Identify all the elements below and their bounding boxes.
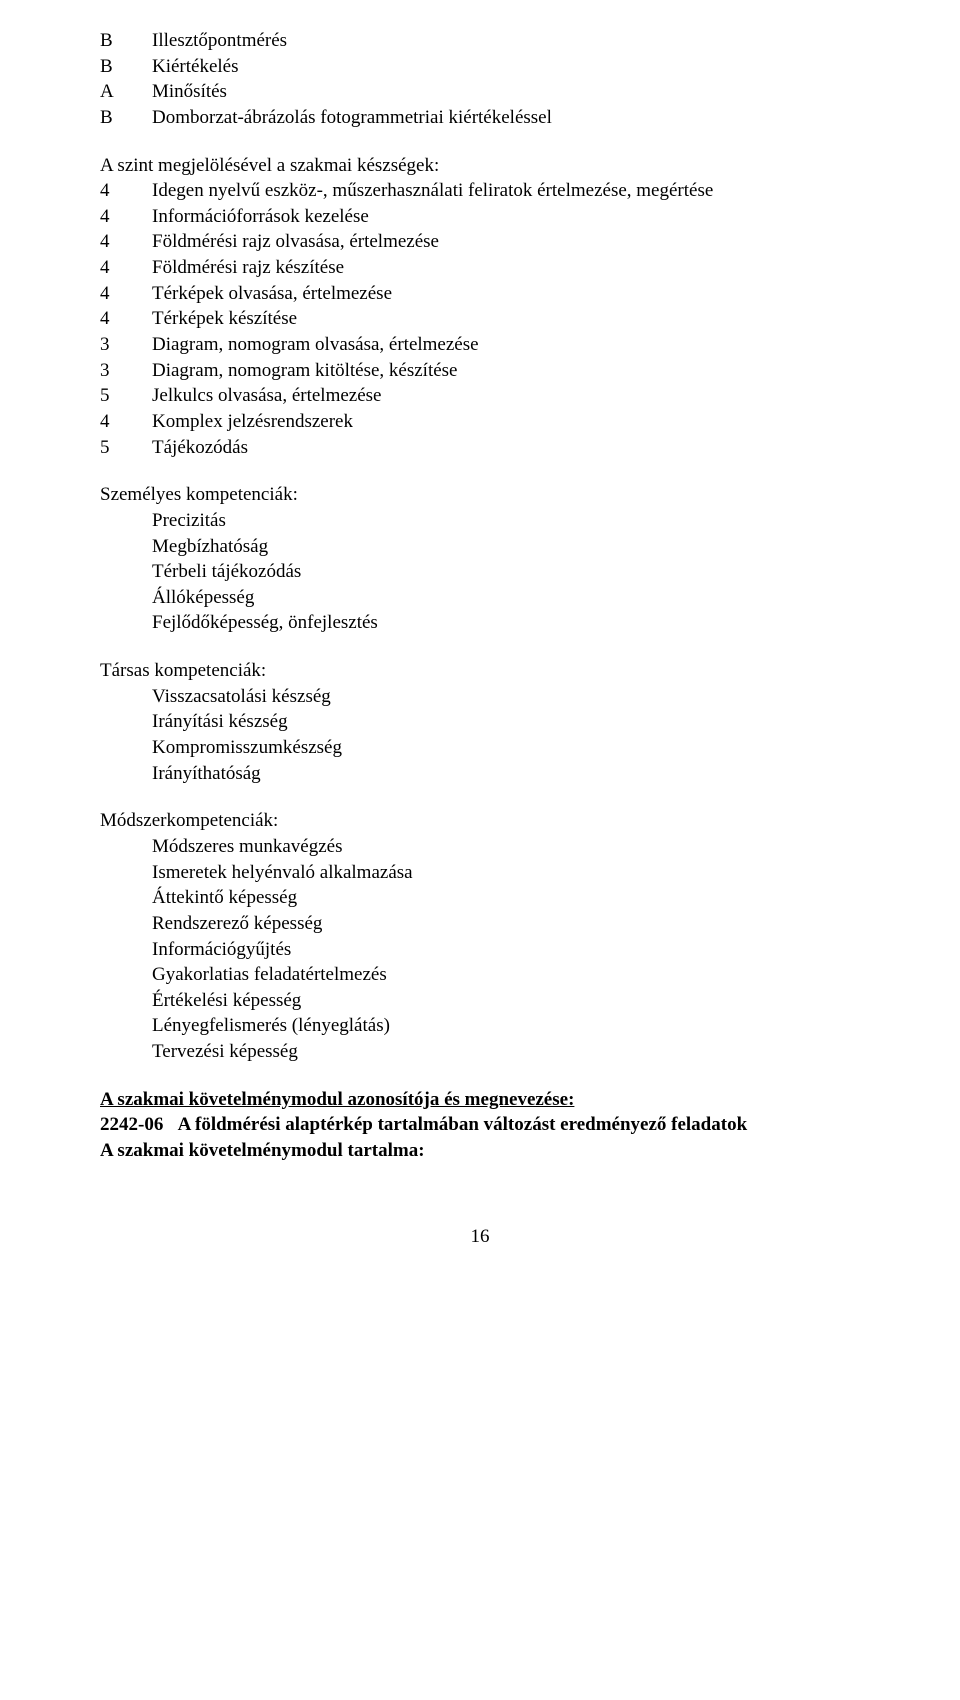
skill-item-code: 4 bbox=[100, 204, 152, 230]
method-items: Módszeres munkavégzésIsmeretek helyénval… bbox=[100, 834, 860, 1065]
top-item-row: BIllesztőpontmérés bbox=[100, 28, 860, 54]
top-item-text: Kiértékelés bbox=[152, 54, 860, 80]
skill-item-code: 4 bbox=[100, 229, 152, 255]
personal-items: PrecizitásMegbízhatóságTérbeli tájékozód… bbox=[100, 508, 860, 636]
skill-item-row: 4Földmérési rajz olvasása, értelmezése bbox=[100, 229, 860, 255]
personal-item: Fejlődőképesség, önfejlesztés bbox=[152, 610, 860, 636]
skill-item-text: Térképek olvasása, értelmezése bbox=[152, 281, 860, 307]
top-item-code: B bbox=[100, 54, 152, 80]
top-item-row: BDomborzat-ábrázolás fotogrammetriai kié… bbox=[100, 105, 860, 131]
skill-item-text: Komplex jelzésrendszerek bbox=[152, 409, 860, 435]
skill-item-row: 3Diagram, nomogram kitöltése, készítése bbox=[100, 358, 860, 384]
method-item: Ismeretek helyénvaló alkalmazása bbox=[152, 860, 860, 886]
personal-item: Állóképesség bbox=[152, 585, 860, 611]
method-item: Tervezési képesség bbox=[152, 1039, 860, 1065]
skill-item-text: Földmérési rajz készítése bbox=[152, 255, 860, 281]
social-item: Visszacsatolási készség bbox=[152, 684, 860, 710]
skill-item-text: Diagram, nomogram olvasása, értelmezése bbox=[152, 332, 860, 358]
skill-item-text: Jelkulcs olvasása, értelmezése bbox=[152, 383, 860, 409]
social-item: Irányíthatóság bbox=[152, 761, 860, 787]
skill-item-code: 4 bbox=[100, 178, 152, 204]
skill-item-code: 4 bbox=[100, 306, 152, 332]
personal-item: Térbeli tájékozódás bbox=[152, 559, 860, 585]
method-item: Értékelési képesség bbox=[152, 988, 860, 1014]
skill-item-code: 4 bbox=[100, 409, 152, 435]
skill-item-row: 4Információforrások kezelése bbox=[100, 204, 860, 230]
skill-item-text: Idegen nyelvű eszköz-, műszerhasználati … bbox=[152, 178, 860, 204]
top-item-text: Minősítés bbox=[152, 79, 860, 105]
skill-item-text: Információforrások kezelése bbox=[152, 204, 860, 230]
personal-item: Megbízhatóság bbox=[152, 534, 860, 560]
top-item-row: BKiértékelés bbox=[100, 54, 860, 80]
method-heading: Módszerkompetenciák: bbox=[100, 808, 860, 834]
skill-item-text: Tájékozódás bbox=[152, 435, 860, 461]
skill-item-row: 4Komplex jelzésrendszerek bbox=[100, 409, 860, 435]
personal-item: Precizitás bbox=[152, 508, 860, 534]
social-item: Kompromisszumkészség bbox=[152, 735, 860, 761]
module-line1: A szakmai követelménymodul azonosítója é… bbox=[100, 1087, 860, 1113]
top-item-code: B bbox=[100, 105, 152, 131]
skill-item-row: 4Térképek készítése bbox=[100, 306, 860, 332]
social-items: Visszacsatolási készségIrányítási készsé… bbox=[100, 684, 860, 787]
top-item-code: B bbox=[100, 28, 152, 54]
skill-item-row: 5Jelkulcs olvasása, értelmezése bbox=[100, 383, 860, 409]
method-item: Rendszerező képesség bbox=[152, 911, 860, 937]
skill-item-code: 5 bbox=[100, 383, 152, 409]
skill-item-row: 4Földmérési rajz készítése bbox=[100, 255, 860, 281]
top-item-text: Domborzat-ábrázolás fotogrammetriai kiér… bbox=[152, 105, 860, 131]
module-code: 2242-06 bbox=[100, 1114, 163, 1135]
method-item: Lényegfelismerés (lényeglátás) bbox=[152, 1013, 860, 1039]
social-item: Irányítási készség bbox=[152, 709, 860, 735]
skill-item-text: Földmérési rajz olvasása, értelmezése bbox=[152, 229, 860, 255]
top-item-text: Illesztőpontmérés bbox=[152, 28, 860, 54]
method-item: Gyakorlatias feladatértelmezés bbox=[152, 962, 860, 988]
skill-item-code: 3 bbox=[100, 332, 152, 358]
skill-item-row: 4Térképek olvasása, értelmezése bbox=[100, 281, 860, 307]
top-item-row: AMinősítés bbox=[100, 79, 860, 105]
skill-item-row: 5Tájékozódás bbox=[100, 435, 860, 461]
skill-item-row: 4Idegen nyelvű eszköz-, műszerhasználati… bbox=[100, 178, 860, 204]
skill-item-text: Térképek készítése bbox=[152, 306, 860, 332]
module-line3: A szakmai követelménymodul tartalma: bbox=[100, 1138, 860, 1164]
method-item: Módszeres munkavégzés bbox=[152, 834, 860, 860]
skill-item-code: 5 bbox=[100, 435, 152, 461]
top-list: BIllesztőpontmérésBKiértékelésAMinősítés… bbox=[100, 28, 860, 131]
personal-heading: Személyes kompetenciák: bbox=[100, 482, 860, 508]
skills-heading: A szint megjelölésével a szakmai készség… bbox=[100, 153, 860, 179]
skills-list: 4Idegen nyelvű eszköz-, műszerhasználati… bbox=[100, 178, 860, 460]
skill-item-row: 3Diagram, nomogram olvasása, értelmezése bbox=[100, 332, 860, 358]
method-item: Információgyűjtés bbox=[152, 937, 860, 963]
top-item-code: A bbox=[100, 79, 152, 105]
skill-item-code: 4 bbox=[100, 255, 152, 281]
skill-item-code: 4 bbox=[100, 281, 152, 307]
skill-item-code: 3 bbox=[100, 358, 152, 384]
module-line2: 2242-06 A földmérési alaptérkép tartalmá… bbox=[100, 1112, 860, 1138]
page-number: 16 bbox=[100, 1224, 860, 1250]
method-item: Áttekintő képesség bbox=[152, 885, 860, 911]
module-title: A földmérési alaptérkép tartalmában vált… bbox=[178, 1114, 748, 1135]
social-heading: Társas kompetenciák: bbox=[100, 658, 860, 684]
skill-item-text: Diagram, nomogram kitöltése, készítése bbox=[152, 358, 860, 384]
